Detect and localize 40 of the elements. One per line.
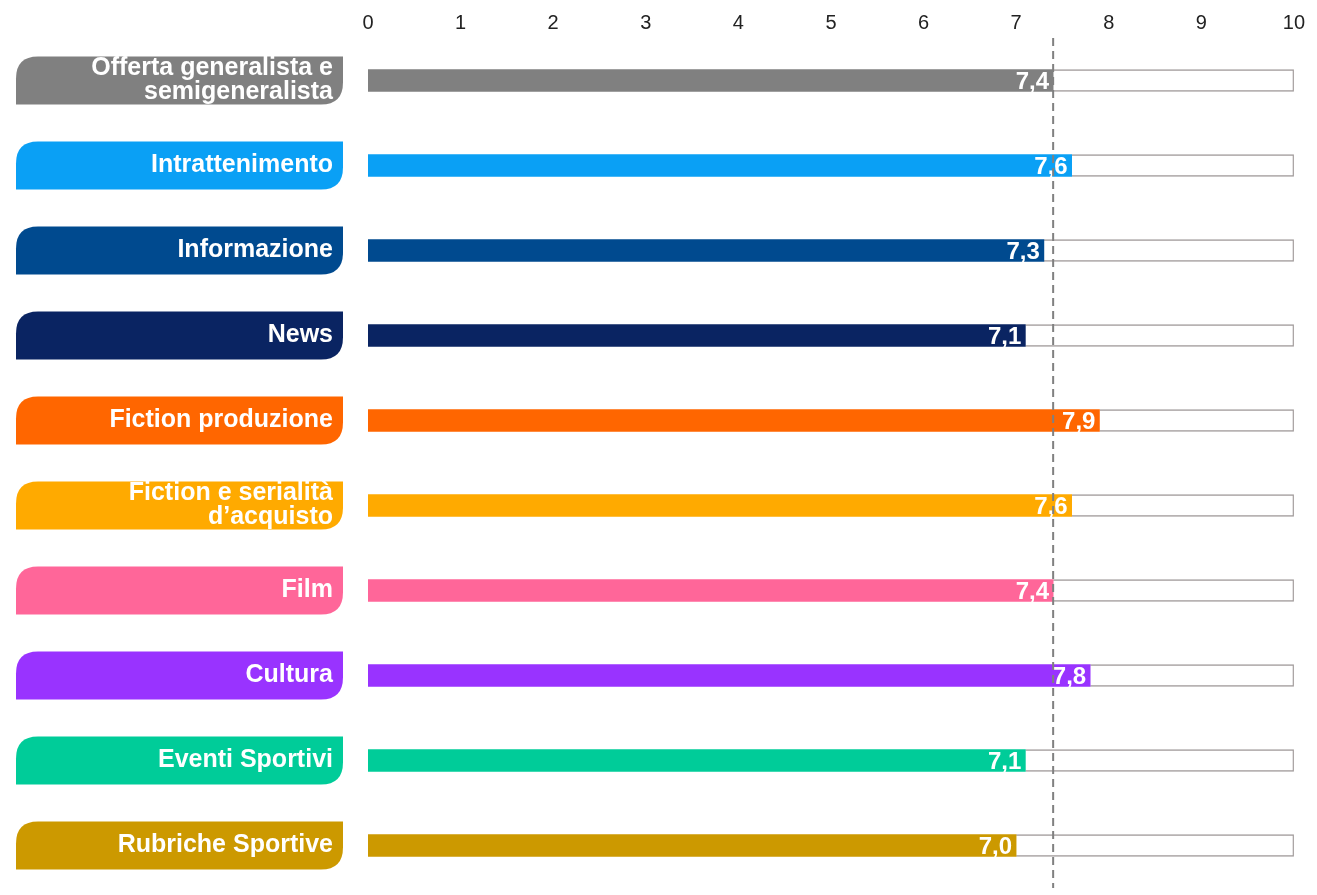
bar xyxy=(368,239,1045,262)
data-label: 7,4 xyxy=(1015,67,1050,95)
bar xyxy=(368,749,1026,772)
bar xyxy=(368,409,1100,432)
x-tick-label: 8 xyxy=(1103,10,1115,33)
bar xyxy=(368,324,1026,347)
y-tick-label: Rubriche Sportive xyxy=(117,829,334,858)
y-tick-label: News xyxy=(267,319,333,348)
bar xyxy=(368,154,1072,177)
y-tick-label: Offerta generalista e semigeneralista xyxy=(91,52,335,105)
x-tick-label: 1 xyxy=(455,10,467,33)
y-tick-label: Informazione xyxy=(177,234,334,263)
x-tick-label: 2 xyxy=(547,10,559,33)
x-tick-label: 4 xyxy=(732,10,744,33)
x-tick-label: 3 xyxy=(640,10,652,33)
data-label: 7,9 xyxy=(1062,407,1096,435)
data-label: 7,1 xyxy=(988,322,1022,350)
x-tick-label: 7 xyxy=(1010,10,1022,33)
bar xyxy=(368,494,1072,517)
data-label: 7,6 xyxy=(1034,492,1068,520)
x-tick-label: 9 xyxy=(1195,10,1207,33)
data-label: 7,1 xyxy=(988,747,1022,775)
x-tick-label: 10 xyxy=(1282,10,1305,33)
y-tick-label: Intrattenimento xyxy=(151,149,333,178)
data-label: 7,0 xyxy=(978,832,1013,860)
bar xyxy=(368,834,1017,857)
bar xyxy=(368,579,1054,602)
y-tick-label: Eventi Sportivi xyxy=(157,744,333,773)
data-label: 7,8 xyxy=(1052,662,1087,690)
data-label: 7,4 xyxy=(1015,577,1050,605)
x-tick-label: 6 xyxy=(917,10,930,33)
y-tick-label: Fiction produzione xyxy=(109,404,334,433)
x-tick-label: 0 xyxy=(362,10,374,33)
bar xyxy=(368,664,1091,687)
y-tick-label: Cultura xyxy=(245,659,335,688)
x-tick-label: 5 xyxy=(825,10,837,33)
y-tick-label: Film xyxy=(281,574,333,603)
y-tick-label: Fiction e serialità d’acquisto xyxy=(128,477,334,530)
data-label: 7,3 xyxy=(1006,237,1040,265)
data-label: 7,6 xyxy=(1034,152,1068,180)
